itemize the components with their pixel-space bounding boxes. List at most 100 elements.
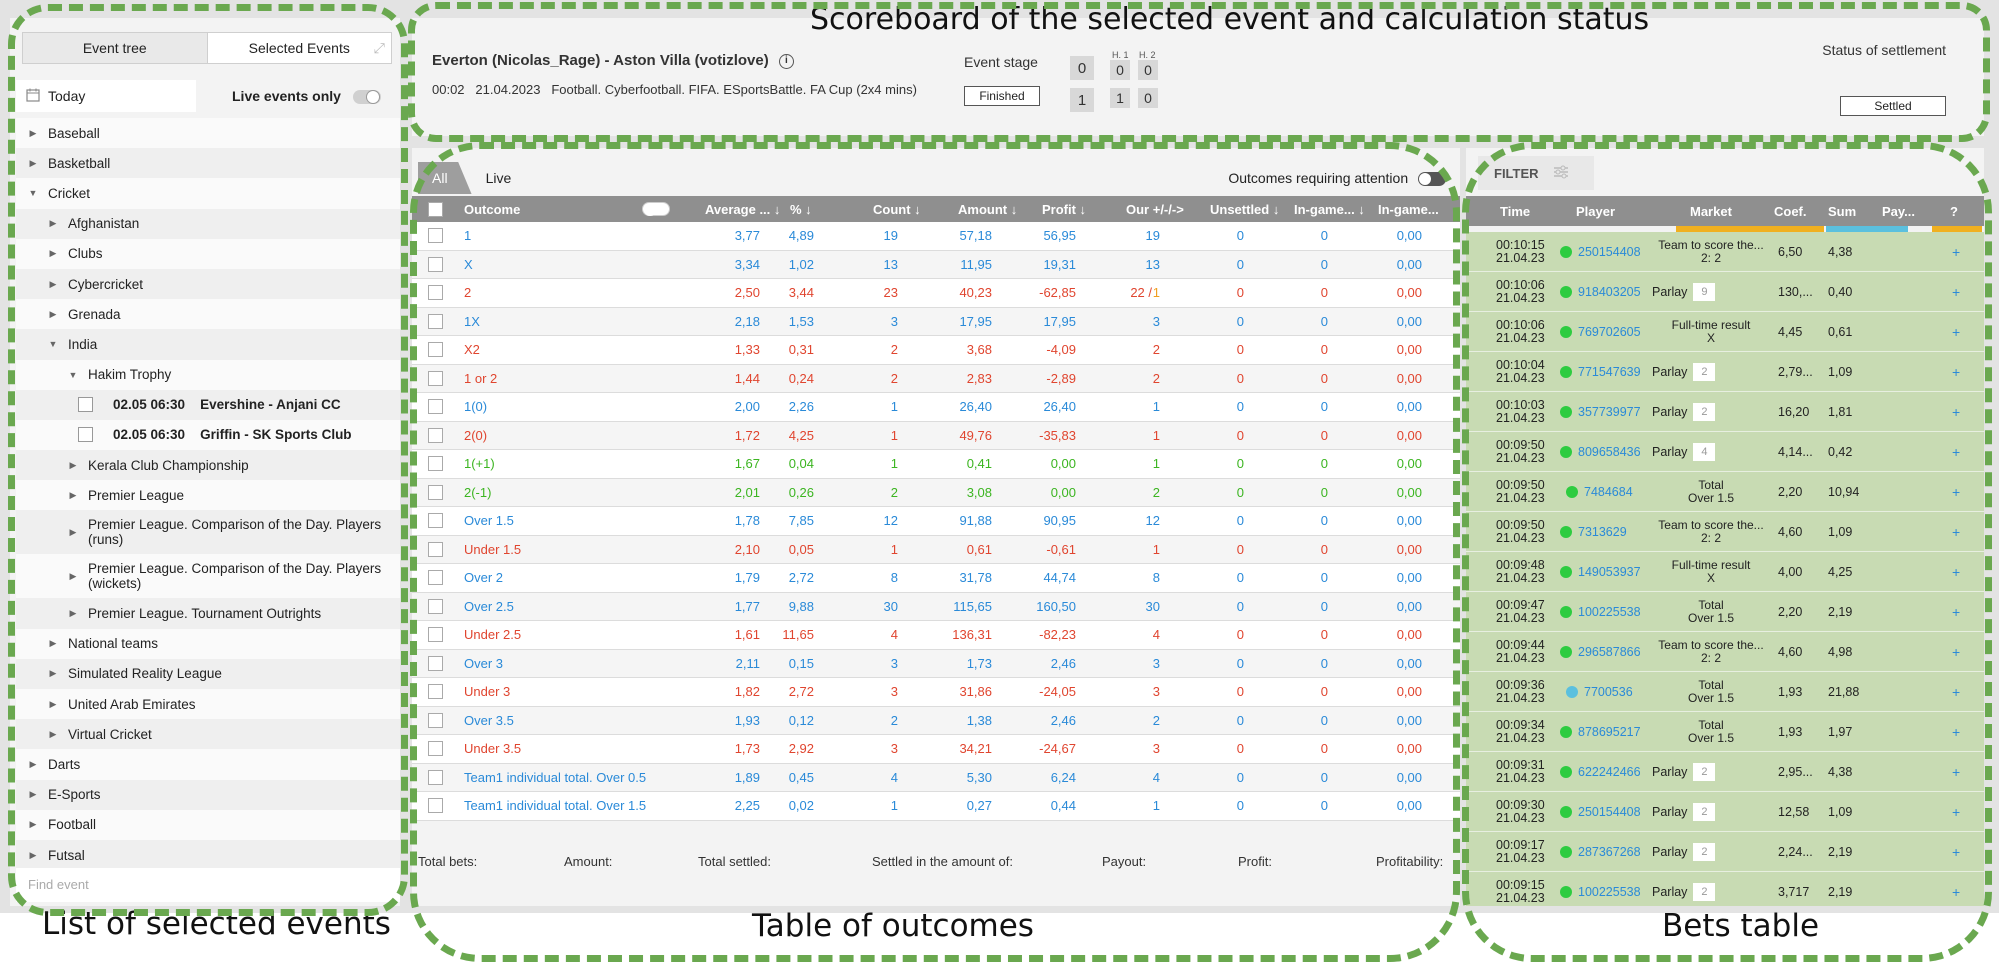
tree-item[interactable]: ▶ Baseball — [16, 118, 400, 148]
settlement-status-button[interactable]: Settled — [1840, 96, 1946, 116]
player-id-link[interactable]: 149053937 — [1578, 564, 1641, 579]
table-row[interactable]: Under 3.5 1,73 2,92 3 34,21 -24,67 3 0 0 0,00 — [412, 735, 1460, 764]
tree-item[interactable]: ▶ Premier League — [16, 480, 400, 510]
caret-right-icon[interactable]: ▶ — [69, 459, 77, 470]
col-help[interactable]: ? — [1950, 203, 1958, 219]
expand-icon[interactable]: ⤢ — [373, 39, 385, 56]
parlay-count-badge[interactable]: 2 — [1693, 762, 1716, 781]
tree-item[interactable]: ▶ Afghanistan — [16, 208, 400, 239]
select-all-checkbox[interactable] — [428, 201, 443, 217]
row-checkbox[interactable] — [428, 513, 443, 529]
player-id-link[interactable]: 100225538 — [1578, 884, 1641, 899]
row-checkbox[interactable] — [428, 370, 443, 386]
date-picker[interactable]: Today — [16, 80, 196, 112]
plus-icon[interactable]: + — [1952, 363, 1961, 380]
parlay-count-badge[interactable]: 2 — [1693, 402, 1716, 421]
table-row[interactable]: 1X 2,18 1,53 3 17,95 17,95 3 0 0 0,00 — [412, 307, 1460, 336]
plus-icon[interactable]: + — [1952, 883, 1961, 900]
caret-right-icon[interactable]: ▶ — [49, 248, 57, 259]
table-row[interactable]: Over 3.5 1,93 0,12 2 1,38 2,46 2 0 0 0,00 — [412, 706, 1460, 735]
tree-item[interactable]: ▶ Cybercricket — [16, 268, 400, 300]
table-row[interactable]: Over 1.5 1,78 7,85 12 91,88 90,95 12 0 0 0,00 — [412, 507, 1460, 536]
row-checkbox[interactable] — [428, 484, 443, 500]
col-ingame-1[interactable]: In-game... ↓ — [1294, 201, 1365, 217]
bet-row[interactable]: 00:09:36 21.04.23 7700536 Total Over 1.5 1,93… — [1466, 672, 1984, 712]
player-id-link[interactable]: 809658436 — [1578, 444, 1641, 459]
table-row[interactable]: 1(+1) 1,67 0,04 1 0,41 0,00 1 0 0 0,00 — [412, 450, 1460, 479]
plus-icon[interactable]: + — [1952, 523, 1961, 540]
tab-selected-events[interactable]: Selected Events — [207, 33, 391, 63]
parlay-count-badge[interactable]: 2 — [1693, 802, 1716, 821]
col-percent[interactable]: % ↓ — [790, 201, 812, 217]
caret-right-icon[interactable]: ▶ — [49, 308, 57, 319]
col-coef[interactable]: Coef. — [1774, 203, 1807, 219]
plus-icon[interactable]: + — [1952, 643, 1961, 660]
col-sum[interactable]: Sum — [1828, 203, 1857, 219]
tree-item[interactable]: ▶ Virtual Cricket — [16, 719, 400, 750]
bet-row[interactable]: 00:09:30 21.04.23 250154408 Parlay 2 12,58 1,0… — [1466, 792, 1984, 832]
info-icon[interactable]: i — [778, 53, 794, 69]
live-only-toggle[interactable] — [352, 90, 381, 105]
caret-right-icon[interactable]: ▶ — [69, 608, 77, 619]
bet-row[interactable]: 00:10:06 21.04.23 918403205 Parlay 9 130,... 0… — [1466, 272, 1984, 312]
caret-right-icon[interactable]: ▶ — [49, 218, 57, 229]
bet-row[interactable]: 00:09:34 21.04.23 878695217 Total Over 1.5 1,… — [1466, 712, 1984, 752]
row-checkbox[interactable] — [428, 655, 443, 671]
col-market[interactable]: Market — [1690, 203, 1732, 219]
outcome-header-toggle[interactable] — [642, 202, 670, 216]
tree-item[interactable]: ▶ Basketball — [16, 148, 400, 179]
row-checkbox[interactable] — [428, 598, 443, 614]
row-checkbox[interactable] — [428, 427, 443, 443]
bet-row[interactable]: 00:09:48 21.04.23 149053937 Full-time resul… — [1466, 552, 1984, 592]
tree-item[interactable]: ▶ Clubs — [16, 239, 400, 269]
player-id-link[interactable]: 769702605 — [1578, 324, 1641, 339]
row-checkbox[interactable] — [428, 798, 443, 814]
table-row[interactable]: 2(0) 1,72 4,25 1 49,76 -35,83 1 0 0 0,00 — [412, 421, 1460, 450]
tab-live[interactable]: Live — [485, 170, 512, 186]
caret-down-icon[interactable]: ▼ — [28, 188, 38, 199]
row-checkbox[interactable] — [428, 627, 443, 643]
row-checkbox[interactable] — [428, 741, 443, 757]
plus-icon[interactable]: + — [1952, 803, 1961, 820]
tree-item[interactable]: ▼ Hakim Trophy — [16, 360, 400, 390]
caret-down-icon[interactable]: ▼ — [48, 339, 58, 350]
bet-row[interactable]: 00:09:50 21.04.23 7484684 Total Over 1.5 2,20… — [1466, 472, 1984, 512]
tree-item[interactable]: ▶ Premier League. Tournament Outrights — [16, 598, 400, 629]
bet-row[interactable]: 00:10:04 21.04.23 771547639 Parlay 2 2,79... 1… — [1466, 352, 1984, 392]
table-row[interactable]: 2 2,50 3,44 23 40,23 -62,85 22 / 1 0 0 0,00 — [412, 279, 1460, 308]
tree-item[interactable]: ▶ United Arab Emirates — [16, 689, 400, 719]
parlay-count-badge[interactable]: 9 — [1693, 282, 1716, 301]
table-row[interactable]: Over 3 2,11 0,15 3 1,73 2,46 3 0 0 0,00 — [412, 649, 1460, 678]
plus-icon[interactable]: + — [1952, 563, 1961, 580]
bet-row[interactable]: 00:10:15 21.04.23 250154408 Team to score t… — [1466, 232, 1984, 272]
caret-right-icon[interactable]: ▶ — [49, 668, 57, 679]
table-row[interactable]: Team1 individual total. Over 1.5 2,25 0,02… — [412, 792, 1460, 821]
bet-row[interactable]: 00:10:06 21.04.23 769702605 Full-time resul… — [1466, 312, 1984, 352]
bet-row[interactable]: 00:09:50 21.04.23 809658436 Parlay 4 4,14... 0… — [1466, 432, 1984, 472]
col-count[interactable]: Count ↓ — [873, 201, 921, 217]
table-row[interactable]: Over 2 1,79 2,72 8 31,78 44,74 8 0 0 0,00 — [412, 564, 1460, 593]
table-row[interactable]: Under 1.5 2,10 0,05 1 0,61 -0,61 1 0 0 0,00 — [412, 535, 1460, 564]
plus-icon[interactable]: + — [1952, 843, 1961, 860]
bet-row[interactable]: 00:10:03 21.04.23 357739977 Parlay 2 16,20 1,8… — [1466, 392, 1984, 432]
plus-icon[interactable]: + — [1952, 763, 1961, 780]
table-row[interactable]: Under 3 1,82 2,72 3 31,86 -24,05 3 0 0 0,00 — [412, 678, 1460, 707]
tree-item[interactable]: ▶ Football — [16, 810, 400, 840]
table-row[interactable]: 1 or 2 1,44 0,24 2 2,83 -2,89 2 0 0 0,00 — [412, 364, 1460, 393]
event-checkbox[interactable] — [78, 427, 93, 443]
player-id-link[interactable]: 287367268 — [1578, 844, 1641, 859]
player-id-link[interactable]: 878695217 — [1578, 724, 1641, 739]
bet-row[interactable]: 00:09:31 21.04.23 622242466 Parlay 2 2,95... 4… — [1466, 752, 1984, 792]
tree-item[interactable]: ▶ Grenada — [16, 299, 400, 329]
table-row[interactable]: Team1 individual total. Over 0.5 1,89 0,45… — [412, 763, 1460, 792]
table-row[interactable]: X2 1,33 0,31 2 3,68 -4,09 2 0 0 0,00 — [412, 336, 1460, 365]
tree-item[interactable]: 02.05 06:30 Evershine - Anjani CC — [16, 389, 400, 420]
player-id-link[interactable]: 296587866 — [1578, 644, 1641, 659]
col-average[interactable]: Average ... ↓ — [705, 201, 781, 217]
caret-down-icon[interactable]: ▼ — [68, 369, 78, 380]
plus-icon[interactable]: + — [1952, 323, 1961, 340]
find-event-input[interactable]: Find event — [16, 868, 400, 902]
player-id-link[interactable]: 622242466 — [1578, 764, 1641, 779]
tree-item[interactable]: ▶ Kerala Club Championship — [16, 450, 400, 481]
row-checkbox[interactable] — [428, 769, 443, 785]
